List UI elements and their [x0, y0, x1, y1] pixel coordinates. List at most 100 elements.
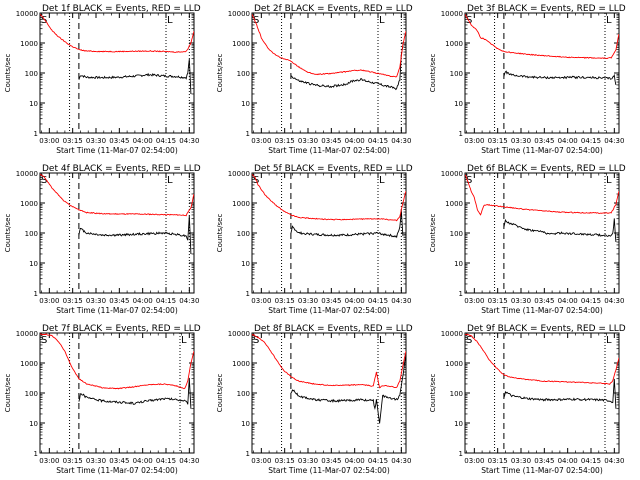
x-tick-label: 03:45 [109, 297, 129, 305]
x-axis-label: Start Time (11-Mar-07 02:54:00) [56, 466, 178, 475]
y-tick-label: 100 [25, 230, 38, 238]
x-tick-label: 03:00 [464, 457, 484, 465]
x-tick-label: 03:30 [511, 137, 531, 145]
x-tick-label: 04:00 [345, 297, 365, 305]
x-tick-label: 04:30 [604, 457, 624, 465]
plot-frame [464, 12, 620, 134]
plot-frame [251, 12, 407, 134]
x-tick-label: 04:30 [391, 297, 411, 305]
x-tick-label: 03:15 [63, 137, 83, 145]
y-tick-label: 10 [29, 260, 38, 268]
y-axis-label: Counts/sec [4, 374, 12, 413]
lld-series-line [40, 13, 194, 53]
x-tick-label: 03:45 [534, 297, 554, 305]
x-tick-label: 03:45 [109, 137, 129, 145]
lld-series-line [252, 14, 406, 78]
x-tick-label: 04:00 [345, 457, 365, 465]
events-series-line [78, 377, 192, 409]
x-tick-label: 03:30 [298, 297, 318, 305]
corner-mark-l: L [379, 335, 385, 346]
y-tick-label: 1 [459, 130, 463, 138]
y-tick-label: 100 [237, 230, 250, 238]
x-tick-label: 03:45 [109, 457, 129, 465]
y-tick-label: 10000 [441, 330, 463, 338]
y-axis-label: Counts/sec [429, 214, 437, 253]
x-tick-label: 03:45 [321, 457, 341, 465]
corner-mark-l: L [167, 15, 173, 26]
x-tick-label: 04:00 [133, 137, 153, 145]
y-tick-label: 1 [459, 290, 463, 298]
x-axis-label: Start Time (11-Mar-07 02:54:00) [268, 306, 390, 315]
detector-panel-9: Det 9f BLACK = Events, RED = LLD 1 10 100 10… [429, 324, 626, 475]
x-tick-label: 03:30 [511, 457, 531, 465]
y-axis-label: Counts/sec [4, 54, 12, 93]
x-axis-label: Start Time (11-Mar-07 02:54:00) [481, 466, 603, 475]
events-series-line [290, 209, 404, 239]
corner-mark-l: L [606, 15, 612, 26]
x-tick-label: 03:30 [86, 297, 106, 305]
y-tick-label: 100 [450, 70, 463, 78]
y-axis-label: Counts/sec [216, 214, 224, 253]
panel-title: Det 1f BLACK = Events, RED = LLD [42, 4, 201, 14]
x-axis-label: Start Time (11-Mar-07 02:54:00) [56, 146, 178, 155]
lld-series-line [465, 14, 619, 60]
y-tick-label: 100 [450, 390, 463, 398]
corner-mark-s: S [253, 335, 259, 346]
corner-mark-l: L [606, 335, 612, 346]
y-tick-label: 100 [237, 70, 250, 78]
corner-mark-s: S [466, 175, 472, 186]
lld-series-line [252, 174, 406, 222]
x-tick-label: 03:00 [39, 297, 59, 305]
plot-frame [251, 332, 407, 454]
x-tick-label: 03:45 [534, 457, 554, 465]
x-tick-label: 03:00 [251, 457, 271, 465]
y-axis-label: Counts/sec [216, 374, 224, 413]
x-tick-label: 03:30 [298, 457, 318, 465]
y-tick-label: 10 [241, 260, 250, 268]
x-axis-label: Start Time (11-Mar-07 02:54:00) [481, 146, 603, 155]
events-series-line [290, 353, 406, 424]
x-axis-label: Start Time (11-Mar-07 02:54:00) [268, 466, 390, 475]
x-tick-label: 03:00 [39, 457, 59, 465]
plot-frame [39, 332, 195, 454]
corner-mark-l: L [606, 175, 612, 186]
plot-frame [39, 172, 195, 294]
panel-title: Det 8f BLACK = Events, RED = LLD [254, 324, 413, 334]
y-tick-label: 1 [459, 450, 463, 458]
y-tick-label: 1 [246, 130, 250, 138]
detector-panel-1: Det 1f BLACK = Events, RED = LLD 1 10 100 10… [4, 4, 201, 155]
panel-title: Det 9f BLACK = Events, RED = LLD [467, 324, 626, 334]
x-tick-label: 03:45 [321, 137, 341, 145]
y-tick-label: 1000 [445, 40, 463, 48]
y-tick-label: 10 [454, 260, 463, 268]
x-tick-label: 04:00 [133, 297, 153, 305]
x-tick-label: 04:15 [368, 297, 388, 305]
x-tick-label: 04:30 [179, 457, 199, 465]
x-tick-label: 03:00 [39, 137, 59, 145]
x-tick-label: 04:15 [156, 297, 176, 305]
x-tick-label: 03:15 [488, 297, 508, 305]
detector-panel-8: Det 8f BLACK = Events, RED = LLD 1 10 100 10… [216, 324, 413, 475]
corner-mark-l: L [379, 15, 385, 26]
panel-title: Det 4f BLACK = Events, RED = LLD [42, 164, 201, 174]
y-tick-label: 10000 [228, 330, 250, 338]
x-tick-label: 03:00 [464, 297, 484, 305]
x-tick-label: 04:15 [581, 137, 601, 145]
events-series-line [503, 378, 617, 409]
y-tick-label: 1000 [232, 200, 250, 208]
plot-frame [464, 172, 620, 294]
y-tick-label: 100 [237, 390, 250, 398]
x-tick-label: 03:15 [275, 297, 295, 305]
y-axis-label: Counts/sec [216, 54, 224, 93]
corner-mark-s: S [41, 335, 47, 346]
detector-panel-5: Det 5f BLACK = Events, RED = LLD 1 10 100 10… [216, 164, 413, 315]
x-tick-label: 03:00 [464, 137, 484, 145]
x-tick-label: 04:15 [368, 137, 388, 145]
detector-panel-7: Det 7f BLACK = Events, RED = LLD 1 10 100 10… [4, 324, 201, 475]
x-tick-label: 03:15 [488, 137, 508, 145]
y-tick-label: 10 [241, 100, 250, 108]
corner-mark-s: S [466, 335, 472, 346]
lld-series-line [465, 174, 619, 216]
x-tick-label: 03:15 [63, 457, 83, 465]
y-tick-label: 1000 [445, 200, 463, 208]
